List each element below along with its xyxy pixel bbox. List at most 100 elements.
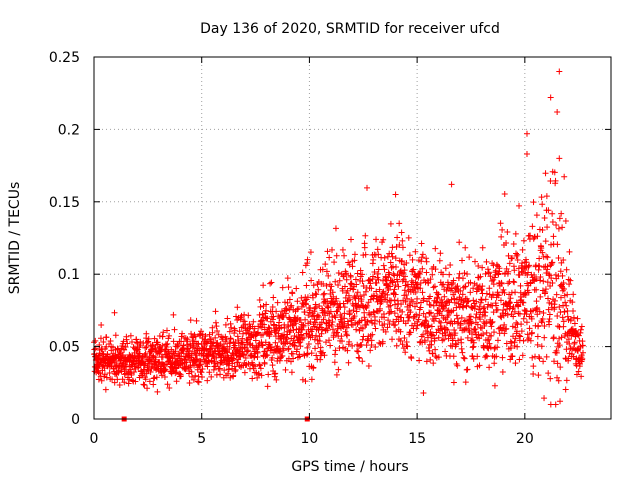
data-point bbox=[554, 312, 561, 319]
data-point bbox=[363, 321, 370, 328]
data-point bbox=[140, 381, 147, 388]
data-point bbox=[412, 289, 419, 296]
data-point bbox=[358, 341, 365, 348]
data-point bbox=[540, 310, 547, 317]
data-point bbox=[498, 233, 505, 240]
data-point bbox=[469, 337, 476, 344]
data-point bbox=[390, 318, 397, 325]
data-point bbox=[143, 330, 150, 337]
data-point bbox=[560, 256, 567, 263]
data-point bbox=[405, 317, 412, 324]
data-point bbox=[131, 369, 138, 376]
data-point bbox=[541, 214, 548, 221]
data-point bbox=[387, 283, 394, 290]
data-point bbox=[335, 366, 342, 373]
data-point bbox=[398, 314, 405, 321]
data-point bbox=[557, 364, 564, 371]
data-point bbox=[475, 262, 482, 269]
data-point bbox=[571, 339, 578, 346]
data-point bbox=[259, 311, 266, 318]
data-point bbox=[151, 335, 158, 342]
data-point bbox=[300, 322, 307, 329]
data-point bbox=[123, 336, 130, 343]
data-point bbox=[236, 328, 243, 335]
data-point bbox=[341, 252, 348, 259]
data-point bbox=[208, 336, 215, 343]
data-point bbox=[569, 299, 576, 306]
data-point bbox=[343, 270, 350, 277]
data-point bbox=[349, 342, 356, 349]
data-point bbox=[503, 325, 510, 332]
data-point bbox=[116, 349, 123, 356]
data-point bbox=[303, 301, 310, 308]
data-point bbox=[398, 258, 405, 265]
data-point bbox=[505, 252, 512, 259]
data-point bbox=[520, 337, 527, 344]
data-point bbox=[397, 337, 404, 344]
data-point bbox=[265, 371, 272, 378]
data-point bbox=[189, 337, 196, 344]
data-point bbox=[359, 358, 366, 365]
data-point bbox=[406, 252, 413, 259]
data-point bbox=[563, 302, 570, 309]
data-point bbox=[142, 353, 149, 360]
data-point bbox=[547, 178, 554, 185]
data-point bbox=[331, 259, 338, 266]
data-point bbox=[402, 273, 409, 280]
data-point bbox=[108, 347, 115, 354]
data-point bbox=[361, 244, 368, 251]
data-point bbox=[379, 290, 386, 297]
data-point bbox=[279, 352, 286, 359]
data-point bbox=[392, 291, 399, 298]
data-point bbox=[409, 256, 416, 263]
data-point bbox=[494, 306, 501, 313]
data-point bbox=[376, 339, 383, 346]
data-point bbox=[376, 286, 383, 293]
data-point bbox=[417, 285, 424, 292]
data-point bbox=[269, 316, 276, 323]
data-point bbox=[515, 303, 522, 310]
data-point bbox=[516, 332, 523, 339]
data-point bbox=[321, 290, 328, 297]
data-point bbox=[546, 321, 553, 328]
data-point bbox=[310, 294, 317, 301]
data-point bbox=[413, 325, 420, 332]
data-point bbox=[346, 338, 353, 345]
data-point bbox=[324, 327, 331, 334]
data-point bbox=[424, 334, 431, 341]
data-point bbox=[263, 301, 270, 308]
data-point bbox=[164, 381, 171, 388]
data-point bbox=[350, 286, 357, 293]
data-point bbox=[506, 298, 513, 305]
data-point bbox=[170, 338, 177, 345]
data-point bbox=[335, 269, 342, 276]
data-point bbox=[555, 255, 562, 262]
data-point bbox=[579, 342, 586, 349]
data-point bbox=[300, 334, 307, 341]
data-point bbox=[352, 276, 359, 283]
data-point bbox=[162, 366, 169, 373]
data-point bbox=[394, 234, 401, 241]
data-point bbox=[306, 331, 313, 338]
data-point bbox=[429, 271, 436, 278]
data-point bbox=[369, 319, 376, 326]
data-point bbox=[371, 269, 378, 276]
data-point bbox=[407, 309, 414, 316]
data-point bbox=[381, 266, 388, 273]
data-point bbox=[276, 357, 283, 364]
data-point bbox=[381, 320, 388, 327]
data-point bbox=[437, 250, 444, 257]
data-point bbox=[460, 354, 467, 361]
data-point bbox=[550, 335, 557, 342]
data-point bbox=[312, 304, 319, 311]
data-point bbox=[264, 352, 271, 359]
data-point bbox=[351, 257, 358, 264]
data-point bbox=[451, 295, 458, 302]
data-point bbox=[102, 386, 109, 393]
data-point bbox=[129, 339, 136, 346]
data-point bbox=[241, 318, 248, 325]
data-point bbox=[476, 362, 483, 369]
data-point bbox=[280, 347, 287, 354]
data-point bbox=[389, 253, 396, 260]
